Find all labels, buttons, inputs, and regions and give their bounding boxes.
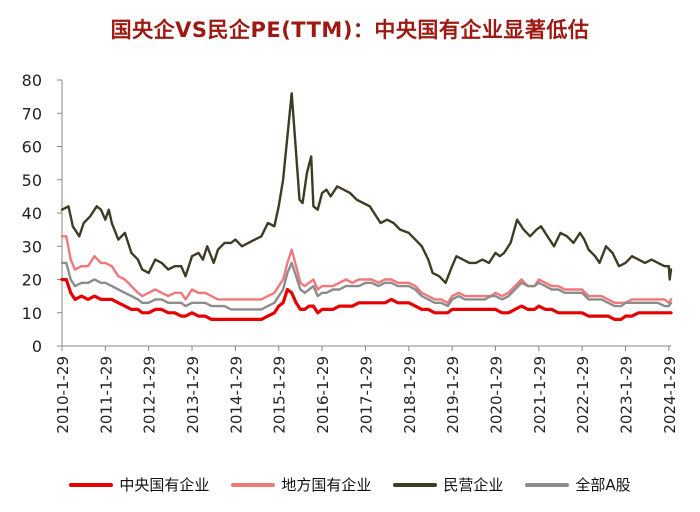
- x-tick-label: 2013-1-29: [184, 356, 202, 434]
- x-tick-label: 2012-1-29: [141, 356, 159, 434]
- x-tick-label: 2014-1-29: [227, 356, 245, 434]
- legend-item: 地方国有企业: [231, 474, 371, 495]
- x-tick-label: 2015-1-29: [271, 356, 289, 434]
- chart-legend: 中央国有企业 地方国有企业 民营企业 全部A股: [0, 474, 700, 495]
- y-tick-label: 10: [22, 304, 42, 323]
- legend-item: 中央国有企业: [69, 474, 209, 495]
- x-tick-label: 2024-1-29: [661, 356, 679, 434]
- legend-label: 地方国有企业: [281, 476, 372, 494]
- y-tick-label: 60: [22, 138, 42, 157]
- chart-plot-area: 0 10 20 30 40 50 60 70 80 2010-1-29 2011-1-29 2012-…: [22, 71, 679, 434]
- legend-label: 全部A股: [575, 476, 631, 494]
- y-tick-label: 40: [22, 204, 42, 223]
- y-tick-label: 80: [22, 71, 42, 90]
- x-tick-label: 2022-1-29: [574, 356, 592, 434]
- x-tick-label: 2016-1-29: [314, 356, 332, 434]
- x-tick-label: 2018-1-29: [401, 356, 419, 434]
- series-line-1: [60, 235, 673, 304]
- y-tick-label: 20: [22, 271, 42, 290]
- legend-label: 中央国有企业: [119, 476, 210, 494]
- series-line-0: [60, 92, 673, 284]
- legend-swatch: [231, 482, 276, 487]
- y-tick-label: 70: [22, 104, 42, 123]
- legend-item: 全部A股: [525, 474, 631, 495]
- legend-label: 民营企业: [443, 476, 504, 494]
- y-tick-label: 30: [22, 237, 42, 256]
- x-tick-label: 2021-1-29: [531, 356, 549, 434]
- series-line-3: [60, 277, 673, 321]
- y-tick-label: 50: [22, 171, 42, 190]
- legend-swatch: [393, 482, 438, 487]
- x-tick-label: 2019-1-29: [444, 356, 462, 434]
- x-tick-label: 2023-1-29: [617, 356, 635, 434]
- legend-swatch: [525, 482, 570, 487]
- legend-swatch: [69, 482, 114, 487]
- x-tick-label: 2010-1-29: [54, 356, 72, 434]
- legend-item: 民营企业: [393, 474, 503, 495]
- x-tick-label: 2017-1-29: [357, 356, 375, 434]
- x-tick-label: 2011-1-29: [97, 356, 115, 434]
- series-line-2: [60, 261, 673, 311]
- y-tick-label: 0: [32, 337, 42, 356]
- chart-title: 国央企VS民企PE(TTM)：中央国有企业显著低估: [110, 18, 590, 42]
- x-tick-label: 2020-1-29: [487, 356, 505, 434]
